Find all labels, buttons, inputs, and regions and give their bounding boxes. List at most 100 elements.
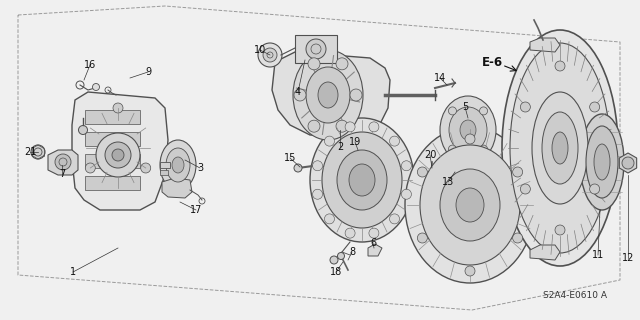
Text: 17: 17	[190, 205, 202, 215]
Ellipse shape	[306, 67, 350, 123]
Circle shape	[85, 163, 95, 173]
Circle shape	[622, 157, 634, 169]
Circle shape	[294, 89, 306, 101]
Text: 14: 14	[434, 73, 446, 83]
Circle shape	[258, 43, 282, 67]
Ellipse shape	[532, 92, 588, 204]
Bar	[160, 170, 168, 175]
Bar	[160, 162, 170, 168]
Circle shape	[308, 58, 320, 70]
Circle shape	[449, 107, 456, 115]
Ellipse shape	[449, 107, 487, 153]
Text: E-6: E-6	[481, 55, 502, 68]
Bar	[295, 35, 337, 63]
Circle shape	[417, 167, 428, 177]
Circle shape	[31, 145, 45, 159]
Text: 1: 1	[70, 267, 76, 277]
Text: 12: 12	[622, 253, 634, 263]
Circle shape	[324, 214, 335, 224]
Ellipse shape	[456, 188, 484, 222]
Ellipse shape	[420, 145, 520, 265]
Circle shape	[350, 89, 362, 101]
Ellipse shape	[502, 30, 618, 266]
Ellipse shape	[440, 169, 500, 241]
Circle shape	[324, 136, 335, 146]
Text: 21: 21	[24, 147, 36, 157]
Circle shape	[513, 233, 523, 243]
Text: 2: 2	[337, 142, 343, 152]
Ellipse shape	[349, 164, 375, 196]
Text: 10: 10	[254, 45, 266, 55]
Ellipse shape	[322, 132, 402, 228]
Polygon shape	[272, 52, 390, 136]
Ellipse shape	[440, 96, 496, 164]
Polygon shape	[72, 92, 168, 210]
Circle shape	[93, 84, 99, 91]
Circle shape	[589, 102, 600, 112]
Ellipse shape	[293, 50, 363, 140]
Ellipse shape	[337, 150, 387, 210]
Circle shape	[520, 184, 531, 194]
Circle shape	[465, 134, 475, 144]
Text: 3: 3	[197, 163, 203, 173]
Ellipse shape	[594, 144, 610, 180]
Circle shape	[294, 164, 302, 172]
Circle shape	[401, 161, 412, 171]
Circle shape	[444, 164, 451, 171]
Text: 15: 15	[284, 153, 296, 163]
Circle shape	[369, 228, 379, 238]
Circle shape	[345, 122, 355, 132]
Circle shape	[308, 120, 320, 132]
Ellipse shape	[310, 118, 414, 242]
Polygon shape	[530, 38, 560, 52]
Circle shape	[112, 149, 124, 161]
Bar	[85, 154, 140, 168]
Circle shape	[427, 175, 437, 185]
Ellipse shape	[460, 120, 476, 140]
Circle shape	[105, 142, 131, 168]
Circle shape	[79, 125, 88, 134]
Ellipse shape	[318, 82, 338, 108]
Circle shape	[306, 39, 326, 59]
Circle shape	[513, 167, 523, 177]
Circle shape	[312, 189, 323, 199]
Ellipse shape	[172, 157, 184, 173]
Bar	[85, 176, 140, 190]
Text: 18: 18	[330, 267, 342, 277]
Circle shape	[449, 145, 456, 153]
Text: 8: 8	[349, 247, 355, 257]
Ellipse shape	[510, 43, 610, 253]
Circle shape	[479, 145, 488, 153]
Bar	[85, 132, 140, 146]
Circle shape	[336, 58, 348, 70]
Polygon shape	[368, 244, 382, 256]
Circle shape	[113, 103, 123, 113]
Ellipse shape	[160, 140, 196, 190]
Ellipse shape	[586, 126, 618, 198]
Circle shape	[465, 266, 475, 276]
Circle shape	[263, 48, 277, 62]
Circle shape	[401, 189, 412, 199]
Ellipse shape	[405, 127, 535, 283]
Circle shape	[55, 154, 71, 170]
Circle shape	[337, 252, 344, 260]
Ellipse shape	[552, 132, 568, 164]
Circle shape	[520, 102, 531, 112]
Text: 4: 4	[295, 87, 301, 97]
Circle shape	[479, 107, 488, 115]
Text: S2A4-E0610 A: S2A4-E0610 A	[543, 291, 607, 300]
Text: 6: 6	[370, 238, 376, 248]
Text: 20: 20	[424, 150, 436, 160]
Text: 9: 9	[145, 67, 151, 77]
Circle shape	[390, 214, 399, 224]
Circle shape	[390, 136, 399, 146]
Text: 7: 7	[59, 169, 65, 179]
Polygon shape	[48, 150, 78, 175]
Polygon shape	[162, 178, 192, 198]
Ellipse shape	[580, 114, 624, 210]
Circle shape	[336, 120, 348, 132]
Text: 11: 11	[592, 250, 604, 260]
Circle shape	[141, 163, 150, 173]
Circle shape	[417, 233, 428, 243]
Text: 16: 16	[84, 60, 96, 70]
